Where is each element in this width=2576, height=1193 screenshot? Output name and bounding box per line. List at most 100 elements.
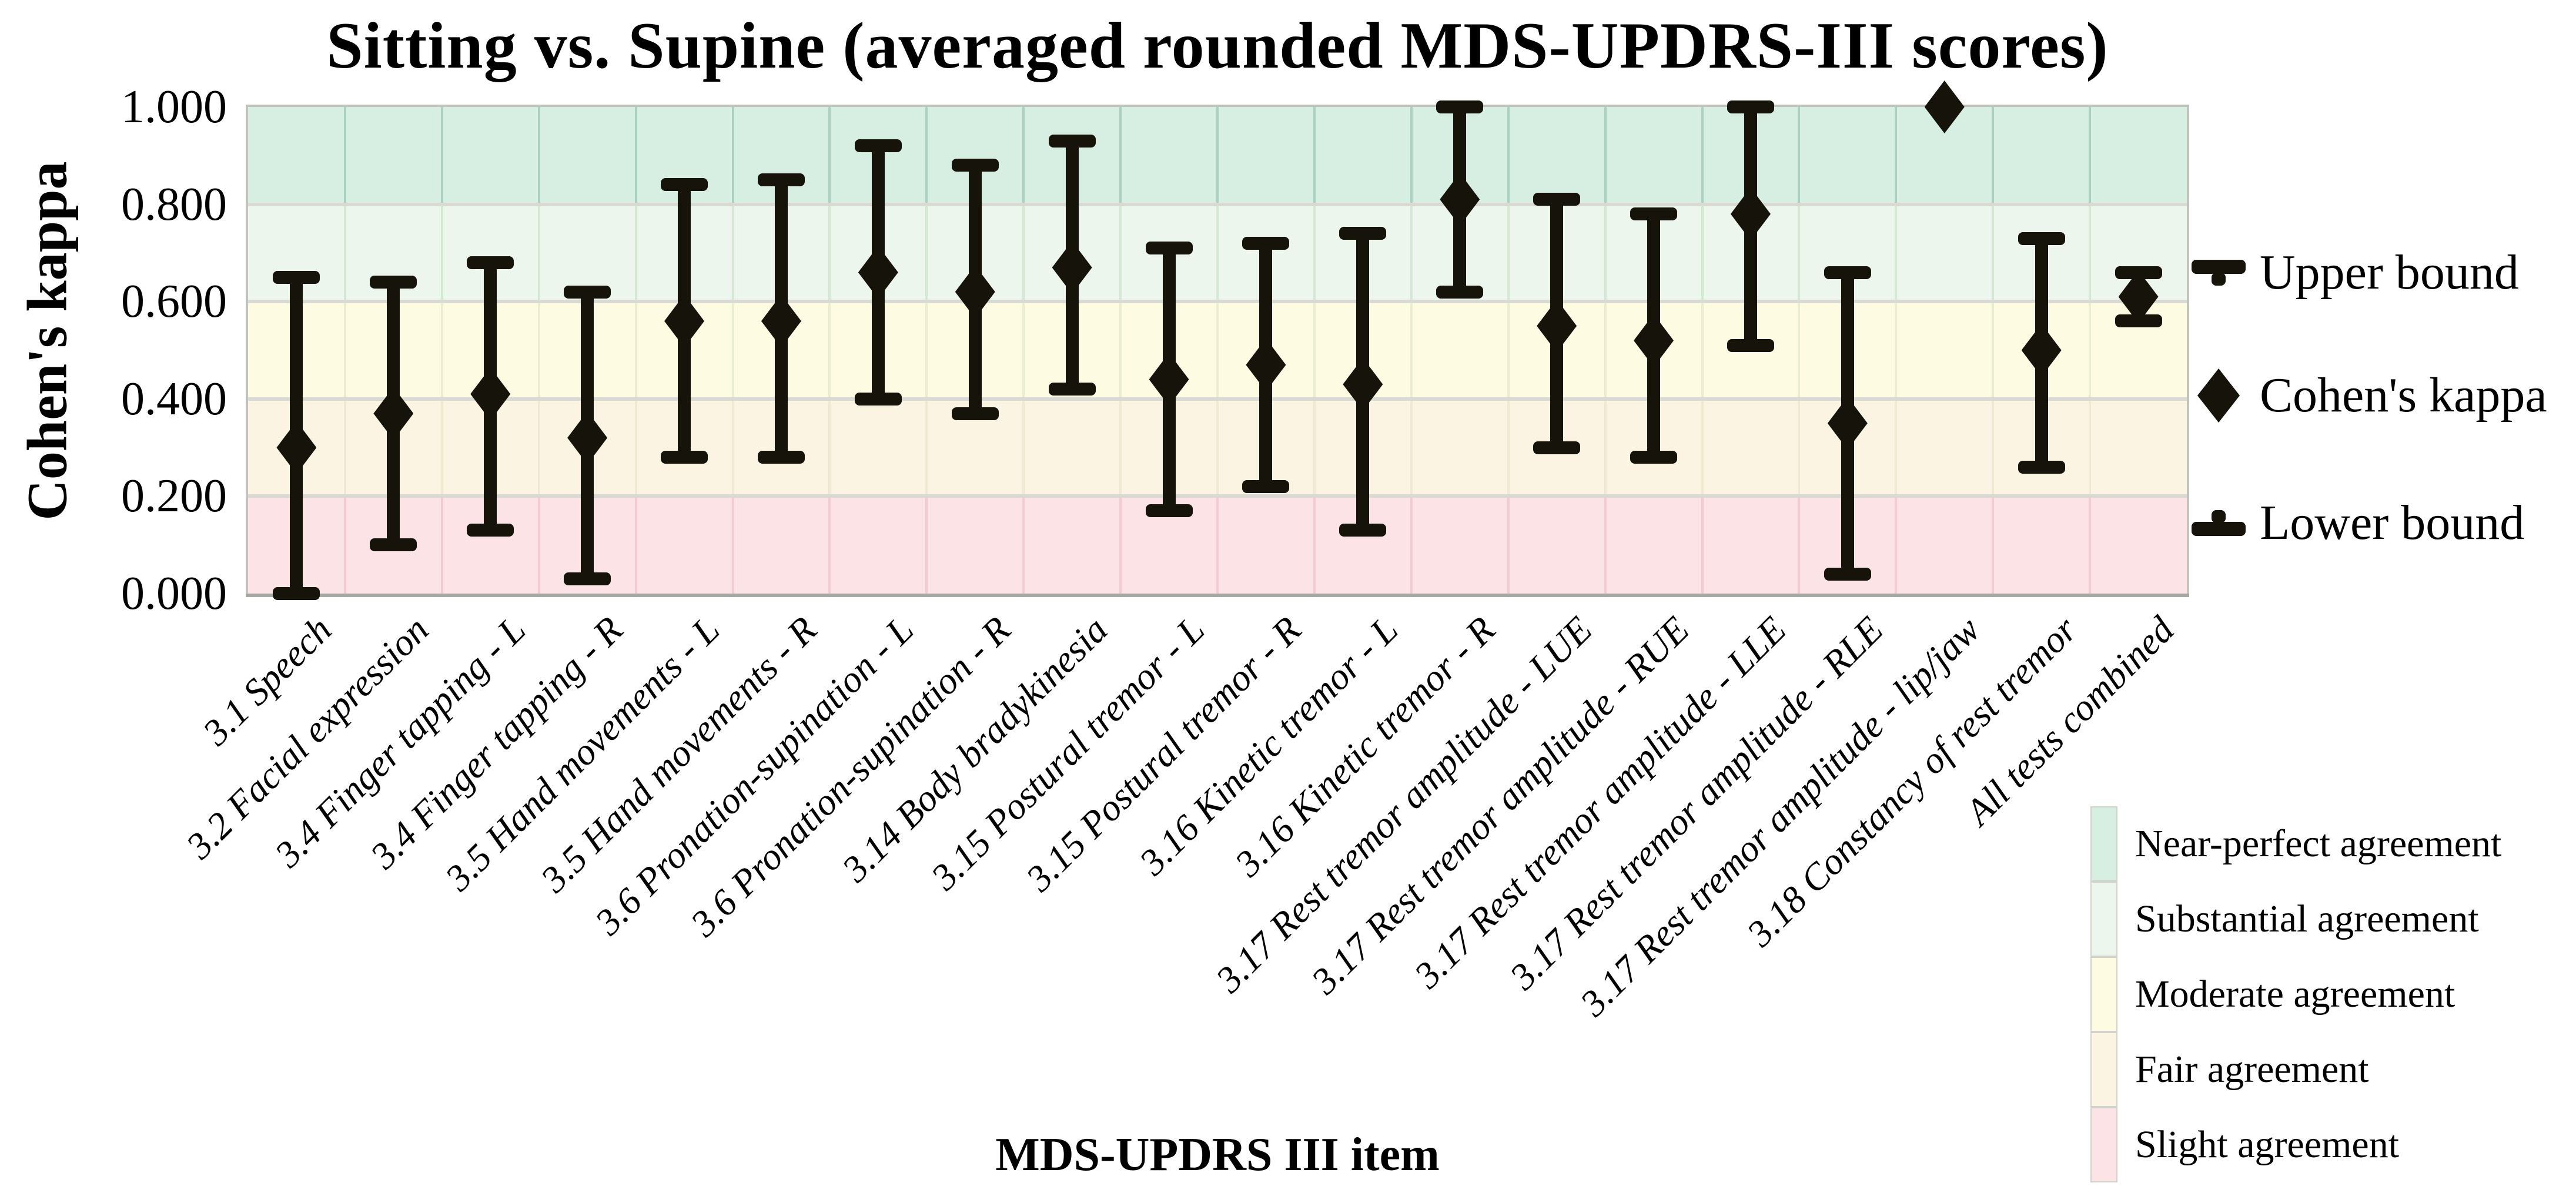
lower-bound-cap-icon [1824, 567, 1871, 581]
vertical-gridline [2089, 204, 2092, 302]
vertical-gridline [440, 107, 443, 205]
vertical-gridline [828, 107, 831, 205]
vertical-gridline [343, 301, 346, 399]
lower-bound-cap-icon [370, 538, 417, 552]
vertical-gridline [1798, 107, 1801, 205]
y-tick-label: 0.800 [121, 178, 227, 230]
agreement-swatch [2090, 1107, 2117, 1182]
vertical-gridline [1313, 398, 1316, 497]
agreement-swatch [2090, 1032, 2117, 1107]
kappa-diamond-icon [276, 421, 317, 474]
agreement-label: Fair agreement [2135, 1048, 2369, 1091]
vertical-gridline [731, 398, 734, 497]
kappa-diamond-icon [567, 411, 608, 465]
legend-item-label: Cohen's kappa [2260, 368, 2547, 423]
kappa-diamond-icon [664, 294, 705, 348]
lower-bound-cap-icon [2190, 494, 2247, 552]
vertical-gridline [1701, 107, 1704, 205]
kappa-diamond-icon [955, 265, 995, 319]
kappa-diamond-icon [1149, 353, 1189, 406]
agreement-label: Slight agreement [2135, 1123, 2400, 1166]
kappa-diamond-icon [761, 294, 801, 348]
vertical-gridline [440, 398, 443, 497]
kappa-diamond-icon [470, 367, 511, 421]
vertical-gridline [634, 398, 637, 497]
vertical-gridline [1992, 301, 1995, 399]
vertical-gridline [634, 301, 637, 399]
vertical-gridline [1992, 398, 1995, 497]
vertical-gridline [1216, 301, 1219, 399]
vertical-gridline [1604, 204, 1607, 302]
vertical-gridline [440, 301, 443, 399]
vertical-gridline [1798, 301, 1801, 399]
vertical-gridline [2089, 107, 2092, 205]
vertical-gridline [537, 398, 540, 497]
band-boundary-line [248, 397, 2187, 401]
vertical-gridline [731, 107, 734, 205]
vertical-gridline [1701, 301, 1704, 399]
vertical-gridline [1701, 398, 1704, 497]
legend-item-label: Upper bound [2260, 245, 2519, 300]
kappa-diamond-icon [2190, 366, 2247, 425]
upper-bound-cap-icon [1242, 236, 1290, 250]
vertical-gridline [1798, 496, 1801, 594]
lower-bound-cap-icon [564, 572, 611, 586]
agreement-swatch [2090, 882, 2117, 957]
legend-item: Lower bound [2190, 494, 2576, 552]
upper-bound-cap-icon [1727, 100, 1774, 113]
lower-bound-cap-icon [467, 524, 514, 537]
upper-bound-cap-icon [1436, 100, 1484, 113]
vertical-gridline [731, 301, 734, 399]
lower-bound-cap-icon [661, 451, 708, 464]
upper-bound-cap-icon [2018, 232, 2065, 245]
vertical-gridline [1992, 496, 1995, 594]
y-tick-label: 1.000 [121, 81, 227, 133]
plot-area [246, 81, 2189, 600]
vertical-gridline [925, 204, 928, 302]
vertical-gridline [1022, 496, 1025, 594]
vertical-gridline [828, 496, 831, 594]
vertical-gridline [1701, 204, 1704, 302]
lower-bound-cap-icon [1145, 504, 1193, 518]
vertical-gridline [925, 301, 928, 399]
kappa-diamond-icon [2021, 324, 2062, 377]
kappa-diamond-icon [1827, 397, 1868, 450]
cap-bar [2192, 522, 2246, 536]
upper-bound-cap-icon [661, 178, 708, 192]
kappa-diamond-icon [1537, 299, 1577, 353]
vertical-gridline [925, 496, 928, 594]
upper-bound-cap-icon [1145, 242, 1193, 255]
vertical-gridline [1604, 301, 1607, 399]
upper-bound-cap-icon [273, 270, 320, 284]
data-series-layer [248, 81, 2187, 600]
vertical-gridline [828, 301, 831, 399]
cap-stub [2212, 510, 2226, 523]
vertical-gridline [1119, 496, 1122, 594]
cap-stub [2212, 273, 2226, 286]
vertical-gridline [343, 107, 346, 205]
vertical-gridline [440, 204, 443, 302]
vertical-gridline [1313, 107, 1316, 205]
kappa-diamond-icon [1634, 314, 1674, 367]
vertical-gridline [1022, 107, 1025, 205]
upper-bound-cap-icon [467, 256, 514, 269]
plot-border-left [246, 105, 248, 596]
lower-bound-cap-icon [273, 587, 320, 600]
y-tick-label: 0.200 [121, 470, 227, 522]
agreement-label: Moderate agreement [2135, 973, 2455, 1016]
lower-bound-cap-icon [1242, 480, 1290, 493]
agreement-band [248, 107, 2187, 205]
vertical-gridline [537, 301, 540, 399]
vertical-gridline [925, 107, 928, 205]
kappa-diamond-icon [1246, 338, 1286, 391]
vertical-gridline [828, 204, 831, 302]
vertical-gridline [343, 496, 346, 594]
agreement-band [248, 204, 2187, 302]
vertical-gridline [1410, 398, 1413, 497]
agreement-band [248, 301, 2187, 399]
diamond-shape [2197, 368, 2240, 423]
vertical-gridline [1410, 496, 1413, 594]
lower-bound-cap-icon [1436, 285, 1484, 299]
vertical-gridline [731, 204, 734, 302]
vertical-gridline [1410, 107, 1413, 205]
